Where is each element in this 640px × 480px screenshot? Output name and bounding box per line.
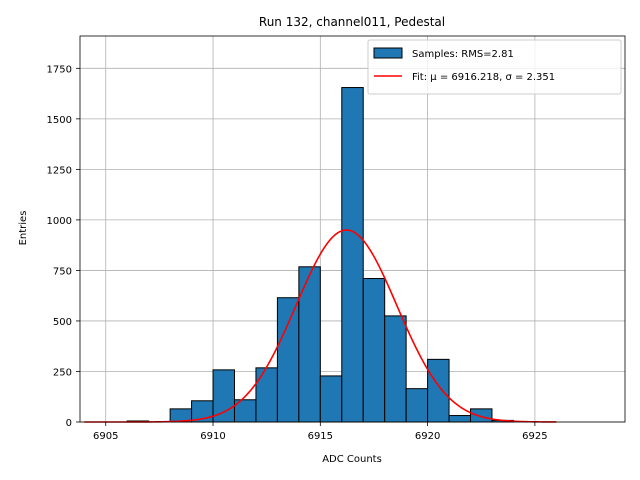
plot-frame [79,35,626,423]
x-tick-label: 6925 [522,431,547,442]
y-axis-label: Entries [18,211,29,246]
chart-title: Run 132, channel011, Pedestal [259,15,445,29]
x-tick-label: 6910 [200,431,225,442]
y-tick-label: 500 [53,317,72,328]
histogram-bar [319,375,343,423]
legend-swatch-samples [373,47,403,59]
x-tick-label: 6905 [93,431,118,442]
x-tick-label: 6915 [308,431,333,442]
y-tick-label: 0 [66,418,72,429]
y-tick-label: 1000 [47,216,72,227]
histogram-bars [126,87,514,423]
histogram-bar [362,278,386,423]
legend-box [367,39,622,95]
histogram-bar [405,388,429,423]
histogram-bar [427,358,450,423]
histogram-bar [276,297,300,423]
x-axis-ticks: 6905 6910 6915 6920 6925 [93,422,548,442]
y-tick-label: 1250 [47,165,72,176]
y-axis-ticks: 0 250 500 750 1000 1250 1500 1750 [47,64,80,429]
histogram-bar [212,369,235,423]
histogram-bar [470,408,493,423]
y-tick-label: 1500 [47,115,72,126]
x-axis-label: ADC Counts [322,454,382,465]
legend-entry-fit: Fit: μ = 6916.218, σ = 2.351 [412,72,555,83]
y-tick-label: 250 [53,367,72,378]
legend-entry-samples: Samples: RMS=2.81 [412,49,514,60]
histogram-bar [255,367,278,423]
legend: Samples: RMS=2.81 Fit: μ = 6916.218, σ =… [367,39,622,95]
y-tick-label: 1750 [47,64,72,75]
histogram-bar [341,87,364,423]
y-tick-label: 750 [53,266,72,277]
histogram-bar [384,315,407,423]
x-tick-label: 6920 [415,431,440,442]
histogram-bar [448,415,472,423]
